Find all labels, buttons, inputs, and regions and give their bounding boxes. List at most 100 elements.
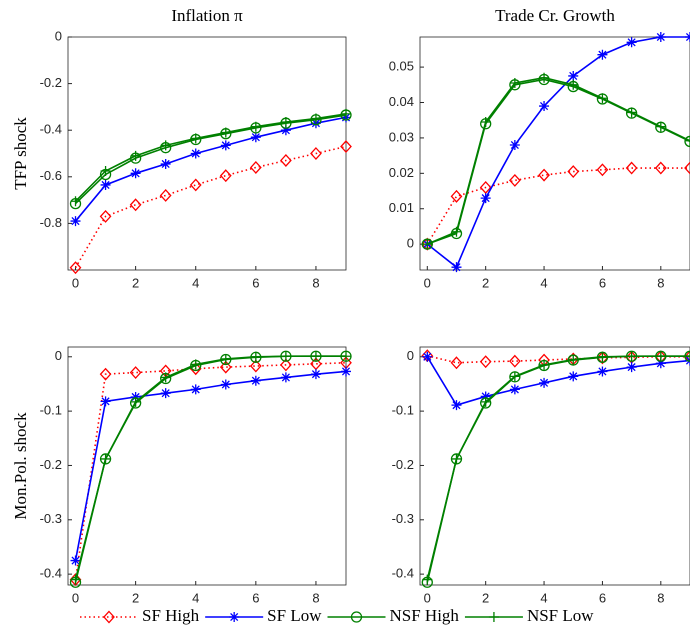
marker (626, 37, 637, 48)
plot-area (67, 346, 347, 586)
marker (350, 611, 363, 623)
marker (340, 140, 352, 153)
series-line (426, 355, 690, 580)
marker (280, 117, 292, 129)
marker (280, 351, 291, 362)
marker (99, 367, 112, 381)
marker (421, 576, 433, 588)
marker (597, 366, 608, 377)
x-tick-label: 8 (312, 590, 319, 605)
marker (100, 165, 111, 176)
x-tick-label: 4 (192, 275, 199, 290)
legend-label: SF Low (267, 606, 322, 625)
marker (190, 133, 201, 144)
marker (655, 351, 666, 362)
marker (249, 359, 262, 373)
marker (685, 351, 690, 362)
marker (99, 209, 112, 223)
marker (220, 353, 231, 364)
marker (341, 108, 351, 119)
row-label: TFP shock (11, 117, 30, 190)
marker (219, 169, 232, 183)
marker (99, 453, 112, 465)
marker (341, 366, 351, 377)
marker (422, 239, 433, 250)
y-tick-label: 0 (55, 28, 62, 43)
marker (160, 140, 171, 151)
marker (280, 117, 291, 128)
y-tick-label: -0.3 (40, 511, 62, 526)
x-tick-label: 0 (424, 590, 431, 605)
y-tick-label: -0.8 (40, 215, 62, 230)
marker (684, 350, 690, 362)
y-tick-label: 0 (407, 236, 414, 251)
marker (229, 612, 240, 622)
marker (655, 121, 666, 132)
marker (625, 161, 638, 175)
marker (159, 188, 172, 202)
marker (190, 384, 201, 395)
marker (69, 198, 82, 210)
y-tick-label: 0.02 (389, 165, 414, 180)
marker (451, 400, 462, 411)
marker (190, 359, 201, 370)
marker (69, 576, 82, 588)
y-tick-label: -0.3 (392, 511, 414, 526)
marker (596, 163, 609, 177)
marker (509, 140, 520, 151)
y-tick-label: 0.04 (389, 94, 414, 109)
x-tick-label: 2 (132, 590, 139, 605)
marker (480, 193, 491, 204)
marker (685, 135, 690, 146)
marker (626, 351, 637, 362)
x-tick-label: 4 (192, 590, 199, 605)
x-tick-label: 8 (657, 275, 664, 290)
marker (596, 93, 609, 105)
marker (450, 356, 463, 370)
series-line (426, 76, 690, 245)
panel-title: Inflation π (171, 6, 243, 25)
x-tick-label: 0 (72, 590, 79, 605)
marker (450, 227, 463, 240)
x-tick-label: 0 (72, 275, 79, 290)
marker (189, 178, 202, 192)
x-tick-label: 8 (657, 590, 664, 605)
marker (626, 107, 637, 118)
marker (249, 161, 262, 174)
marker (250, 375, 261, 386)
marker (250, 122, 262, 134)
marker (129, 198, 142, 212)
marker (655, 121, 667, 133)
marker (160, 372, 171, 383)
y-tick-label: -0.1 (392, 403, 414, 418)
series-line (74, 116, 347, 222)
marker (626, 362, 637, 373)
y-tick-label: -0.4 (40, 122, 62, 137)
marker (250, 121, 261, 132)
marker (310, 351, 321, 362)
marker (654, 161, 667, 175)
marker (568, 371, 579, 382)
marker (129, 152, 142, 164)
x-tick-label: 8 (312, 275, 319, 290)
marker (655, 358, 666, 369)
marker (100, 453, 111, 464)
marker (130, 168, 141, 179)
marker (422, 351, 433, 362)
marker (190, 148, 201, 159)
marker (340, 109, 352, 121)
y-tick-label: -0.2 (40, 75, 62, 90)
series-line (74, 114, 347, 205)
series-line (426, 167, 690, 245)
x-tick-label: 4 (540, 590, 547, 605)
marker (597, 93, 608, 104)
marker (220, 127, 231, 138)
marker (220, 128, 232, 140)
marker (479, 181, 492, 194)
x-tick-label: 2 (132, 275, 139, 290)
y-tick-label: -0.4 (40, 566, 62, 581)
x-tick-label: 6 (252, 275, 259, 290)
plot-area (67, 36, 347, 271)
